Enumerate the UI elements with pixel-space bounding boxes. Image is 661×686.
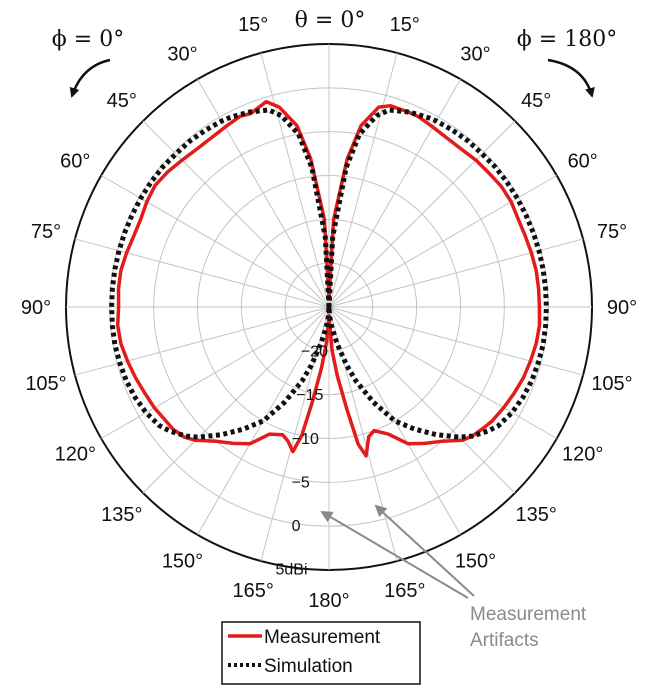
- radial-tick-label-0: −20: [301, 344, 328, 361]
- angle-label-135-left: 135°: [101, 504, 142, 526]
- legend-box: [221, 621, 421, 685]
- angle-label-165-left: 165°: [233, 580, 274, 602]
- angle-label-120-right: 120°: [562, 444, 603, 466]
- series-simulation-line: [109, 107, 549, 440]
- angle-label-135-right: 135°: [516, 504, 557, 526]
- grid-spoke-19: [74, 238, 330, 308]
- angle-label-90-left: 90°: [21, 297, 51, 319]
- angle-label-60-right: 60°: [568, 151, 598, 173]
- grid-spoke-16: [100, 306, 330, 439]
- angle-label-30-right: 30°: [460, 43, 490, 65]
- radial-tick-label-3: −5: [292, 474, 310, 491]
- grid-spoke-14: [197, 306, 330, 536]
- grid-spoke-21: [142, 120, 330, 308]
- angle-label-105-left: 105°: [25, 373, 66, 395]
- angle-label-30-left: 30°: [167, 43, 197, 65]
- grid-spoke-8: [328, 306, 558, 439]
- angle-label-120-left: 120°: [55, 444, 96, 466]
- annotation-text: Measurement Artifacts: [470, 604, 591, 651]
- grid-spoke-4: [328, 175, 558, 308]
- angle-label-45-right: 45°: [521, 90, 551, 112]
- legend: Measurement Simulation: [221, 621, 421, 685]
- radial-tick-label-5: 5dBi: [275, 562, 307, 579]
- angle-label-150-right: 150°: [455, 551, 496, 573]
- annotation-line-1: Measurement: [470, 604, 587, 625]
- grid-spoke-3: [328, 120, 516, 308]
- angle-label-15-left: 15°: [238, 14, 268, 36]
- annotation-arrow-right: [374, 504, 475, 597]
- legend-label-measurement: Measurement: [264, 627, 381, 648]
- grid-spoke-20: [100, 175, 330, 308]
- angle-label-60-left: 60°: [60, 151, 90, 173]
- radial-tick-label-4: 0: [292, 518, 301, 535]
- grid-spoke-9: [328, 306, 516, 494]
- phi-left-rotation-arrow: [69, 58, 111, 98]
- angle-label-165-right: 165°: [384, 580, 425, 602]
- angle-label-75-left: 75°: [31, 221, 61, 243]
- radial-tick-label-2: −10: [292, 431, 319, 448]
- angle-label-90-right: 90°: [607, 297, 637, 319]
- theta-header-label: θ = 0°: [295, 8, 366, 33]
- radial-tick-label-1: −15: [296, 387, 323, 404]
- grid-spoke-13: [260, 306, 330, 562]
- grid-spoke-10: [328, 306, 461, 536]
- angle-label-105-right: 105°: [591, 373, 632, 395]
- axis-labels: 15° 15° 30° 30° 45° 45° 60° 60° 75° 75° 90° 90° 105°…: [21, 14, 637, 612]
- grid-spoke-7: [328, 306, 584, 376]
- angle-label-75-right: 75°: [597, 221, 627, 243]
- phi-left-label: ϕ = 0°: [52, 27, 124, 52]
- grid-spoke-2: [328, 78, 461, 308]
- grid-spoke-22: [197, 78, 330, 308]
- annotation-arrow-left: [320, 510, 469, 599]
- grid-spoke-15: [142, 306, 330, 494]
- grid-spoke-17: [74, 306, 330, 376]
- plot-series: [109, 99, 549, 458]
- measurement-artifacts-annotation: Measurement Artifacts: [320, 504, 591, 651]
- angle-label-15-right: 15°: [390, 14, 420, 36]
- grid-spoke-23: [260, 52, 330, 308]
- phi-right-label: ϕ = 180°: [517, 27, 617, 52]
- phi-right-rotation-arrow: [547, 58, 595, 98]
- angle-label-180: 180°: [308, 590, 349, 612]
- legend-label-simulation: Simulation: [264, 656, 353, 677]
- grid-spoke-11: [328, 306, 398, 562]
- angle-label-45-left: 45°: [107, 90, 137, 112]
- grid-spoke-1: [328, 52, 398, 308]
- annotation-line-2: Artifacts: [470, 630, 539, 651]
- angle-label-150-left: 150°: [162, 551, 203, 573]
